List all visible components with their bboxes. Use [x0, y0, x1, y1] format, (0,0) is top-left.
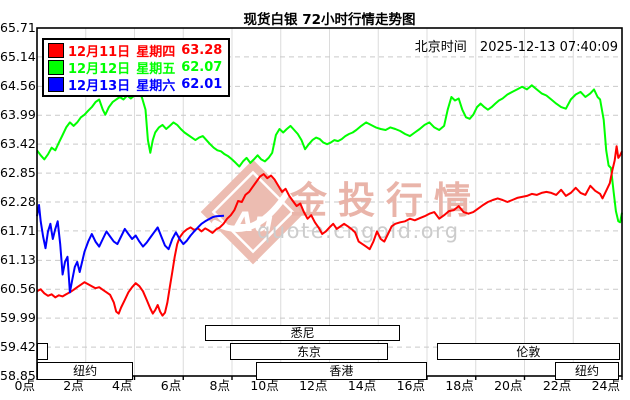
legend-swatch-blue [48, 77, 64, 92]
y-tick-label: 62.85 [0, 165, 36, 181]
y-tick-label: 65.71 [0, 20, 36, 35]
beijing-time: 北京时间 2025-12-13 07:40:09 [37, 36, 618, 55]
series-line-12月13日 星期六 [36, 204, 225, 294]
legend-weekday: 星期五 [136, 62, 176, 77]
series-line-12月12日 星期五 [36, 84, 623, 224]
legend-weekday: 星期六 [136, 79, 176, 94]
y-tick-label: 63.42 [0, 136, 36, 152]
legend: 12月11日 星期四 63.28 12月12日 星期五 62.07 12月13日… [42, 38, 231, 97]
session-box-纽约: 纽约 [554, 362, 620, 380]
beijing-time-value: 2025-12-13 07:40:09 [479, 40, 618, 55]
y-tick-label: 60.56 [0, 281, 36, 297]
y-tick-label: 65.14 [0, 48, 36, 64]
legend-weekday: 星期四 [136, 45, 176, 60]
y-tick-label: 63.99 [0, 107, 36, 123]
chart-title: 现货白银 72小时行情走势图 [243, 12, 416, 28]
watermark-diamond-inner-line [211, 170, 295, 254]
y-tick-label: 64.56 [0, 78, 36, 94]
plot-area: Au 金投行情 quote.cngold.org [36, 27, 623, 380]
x-tick-label: 12点 [299, 378, 328, 393]
x-tick-label: 16点 [396, 378, 425, 393]
session-box-东京: 东京 [230, 343, 388, 360]
legend-row-dec12: 12月12日 星期五 62.07 [48, 59, 223, 77]
watermark-swoosh-icon [212, 187, 292, 232]
legend-row-dec13: 12月13日 星期六 62.01 [48, 76, 223, 94]
watermark-au-logo-text: Au [231, 207, 273, 238]
x-tick-label: 8点 [209, 378, 230, 393]
legend-date: 12月11日 [68, 45, 131, 60]
x-tick-label: 0点 [14, 378, 35, 393]
beijing-time-label: 北京时间 [414, 40, 467, 55]
legend-date: 12月12日 [68, 62, 131, 77]
session-box-伦敦: 伦敦 [436, 343, 621, 360]
watermark: Au 金投行情 quote.cngold.org [200, 159, 482, 265]
y-tick-label: 58.85 [0, 368, 36, 383]
watermark-brand-text: 金投行情 [290, 179, 482, 222]
legend-swatch-green [48, 60, 64, 75]
x-tick-label: 6点 [160, 378, 182, 393]
series-layer [36, 84, 623, 317]
y-tick-label: 62.28 [0, 194, 36, 209]
legend-price: 62.07 [181, 60, 223, 75]
x-tick-label: 24点 [591, 378, 620, 393]
legend-row-dec11: 12月11日 星期四 63.28 [48, 42, 223, 60]
y-tick-label: 59.99 [0, 310, 36, 326]
y-tick-label: 59.42 [0, 339, 36, 355]
y-tick-label: 61.13 [0, 252, 36, 268]
legend-swatch-red [48, 43, 64, 58]
session-box-纽约: 纽约 [37, 362, 134, 380]
y-tick-label: 61.71 [0, 222, 36, 238]
legend-price: 63.28 [181, 43, 223, 58]
x-tick-label: 20点 [494, 378, 523, 393]
legend-price: 62.01 [181, 77, 223, 92]
x-tick-label: 10点 [250, 378, 279, 393]
x-tick-label: 14点 [347, 378, 377, 393]
x-tick-label: 18点 [445, 378, 474, 393]
series-line-12月11日 星期四 [36, 145, 623, 317]
session-box [37, 343, 48, 360]
session-box-香港: 香港 [255, 362, 427, 380]
x-tick-label: 22点 [542, 378, 572, 393]
session-box-悉尼: 悉尼 [205, 325, 401, 341]
x-tick-label: 2点 [63, 378, 84, 393]
x-tick-label: 4点 [112, 378, 133, 393]
legend-date: 12月13日 [68, 79, 131, 94]
